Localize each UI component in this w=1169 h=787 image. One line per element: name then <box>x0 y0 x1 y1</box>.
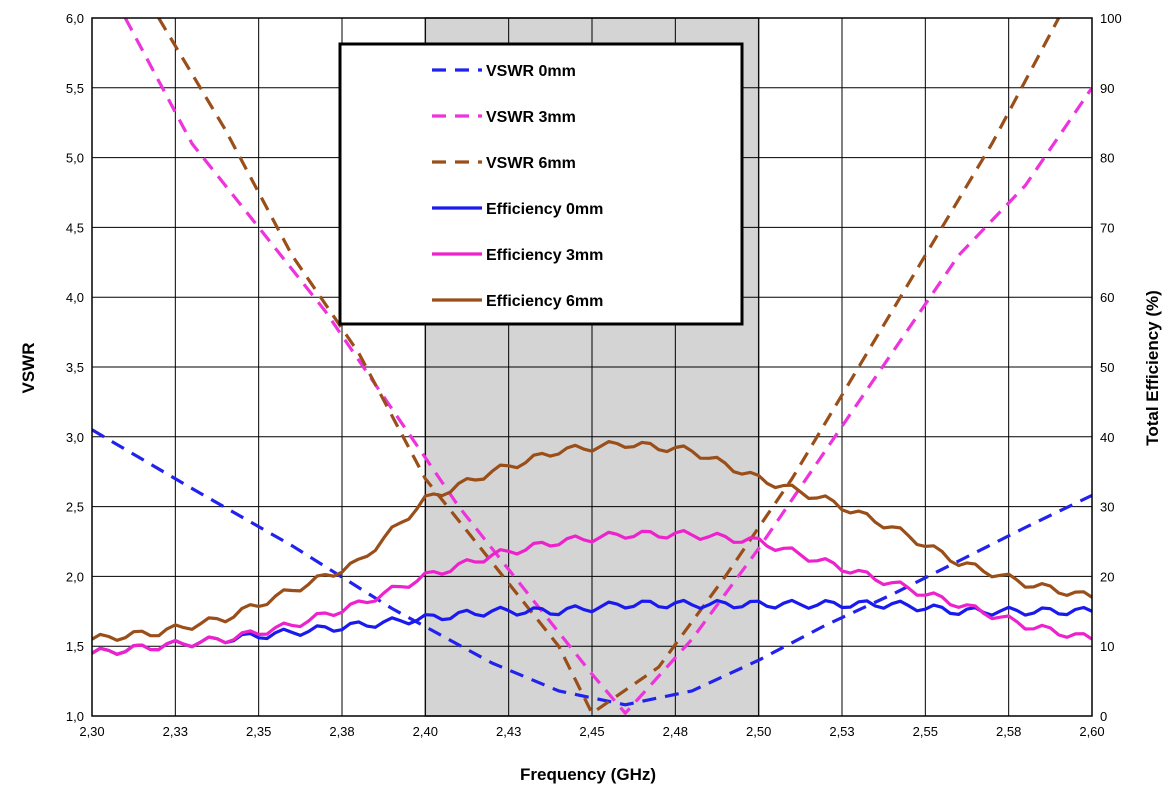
y2-tick-label: 40 <box>1100 430 1114 445</box>
y-tick-label: 3,5 <box>66 360 84 375</box>
series-line-vswr-6mm <box>157 18 1061 715</box>
legend: VSWR 0mm VSWR 3mm VSWR 6mm Efficiency 0mm Ef… <box>338 42 744 326</box>
y-axis-title: VSWR <box>19 343 38 394</box>
y-tick-label: 1,0 <box>66 709 84 724</box>
y2-tick-label: 0 <box>1100 709 1107 724</box>
plot-frame <box>91 17 1093 717</box>
legend-label: Efficiency 6mm <box>486 293 603 310</box>
y-tick-label: 4,0 <box>66 290 84 305</box>
legend-label: VSWR 6mm <box>486 155 576 172</box>
x-tick-label: 2,38 <box>329 724 354 739</box>
y-tick-label: 4,5 <box>66 220 84 235</box>
y2-axis-title: Total Efficiency (%) <box>1143 290 1162 446</box>
series-line-vswr-0mm <box>92 428 1092 707</box>
x-tick-label: 2,40 <box>413 724 438 739</box>
y-tick-label: 2,5 <box>66 500 84 515</box>
y-tick-label: 3,0 <box>66 430 84 445</box>
legend-label: VSWR 0mm <box>486 63 576 80</box>
x-tick-label: 2,48 <box>663 724 688 739</box>
legend-box <box>338 42 744 326</box>
series-line-efficiency-0mm <box>92 598 1092 656</box>
legend-label: Efficiency 3mm <box>486 247 603 264</box>
x-tick-label: 2,55 <box>913 724 938 739</box>
y-tick-label: 2,0 <box>66 569 84 584</box>
axis-layer <box>91 17 1093 717</box>
y2-tick-label: 100 <box>1100 11 1122 26</box>
y2-tick-label: 90 <box>1100 81 1114 96</box>
x-tick-label: 2,33 <box>163 724 188 739</box>
series-line-vswr-3mm <box>123 18 1092 715</box>
x-tick-label: 2,50 <box>746 724 771 739</box>
y2-tick-label: 10 <box>1100 639 1114 654</box>
series-line-efficiency-6mm <box>92 440 1092 642</box>
series-layer <box>92 18 1092 715</box>
y2-tick-label: 50 <box>1100 360 1114 375</box>
x-axis-title: Frequency (GHz) <box>520 765 656 784</box>
y-tick-label: 5,5 <box>66 81 84 96</box>
x-tick-label: 2,35 <box>246 724 271 739</box>
series-line-efficiency-3mm <box>92 529 1092 656</box>
x-tick-label: 2,58 <box>996 724 1021 739</box>
y2-tick-label: 80 <box>1100 151 1114 166</box>
tick-label-layer: 2,30 2,33 2,35 2,38 2,40 2,43 2,45 2,48 2,50 2,53… <box>66 11 1122 739</box>
y2-tick-label: 60 <box>1100 290 1114 305</box>
y-tick-label: 6,0 <box>66 11 84 26</box>
x-tick-label: 2,43 <box>496 724 521 739</box>
legend-label: VSWR 3mm <box>486 109 576 126</box>
y2-tick-label: 20 <box>1100 569 1114 584</box>
x-tick-label: 2,45 <box>579 724 604 739</box>
y-tick-label: 5,0 <box>66 151 84 166</box>
x-tick-label: 2,30 <box>79 724 104 739</box>
y-tick-label: 1,5 <box>66 639 84 654</box>
y2-tick-label: 30 <box>1100 500 1114 515</box>
y2-tick-label: 70 <box>1100 220 1114 235</box>
x-tick-label: 2,60 <box>1079 724 1104 739</box>
legend-label: Efficiency 0mm <box>486 201 603 218</box>
x-tick-label: 2,53 <box>829 724 854 739</box>
